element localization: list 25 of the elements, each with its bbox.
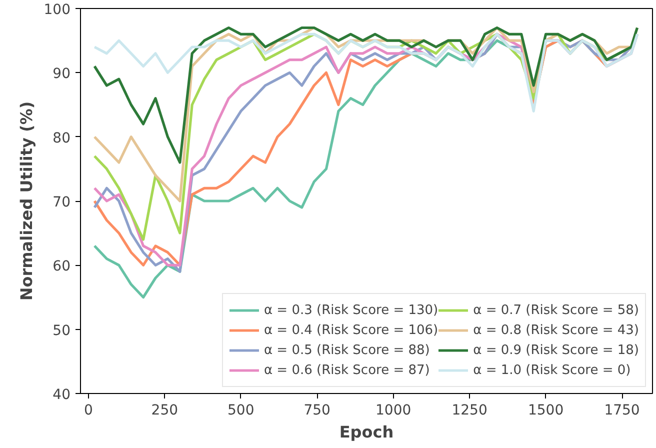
x-tick-label: 1500: [528, 402, 564, 418]
x-axis-title: Epoch: [339, 422, 394, 442]
legend-label: α = 0.6 (Risk Score = 87): [264, 362, 430, 378]
x-tick-label: 750: [304, 402, 330, 418]
y-tick-label: 80: [52, 130, 71, 146]
legend-label: α = 0.9 (Risk Score = 18): [473, 342, 639, 358]
x-tick-label: 1000: [376, 402, 412, 418]
y-tick-label: 90: [52, 66, 71, 82]
legend-label: α = 0.7 (Risk Score = 58): [473, 302, 639, 318]
x-tick-label: 0: [84, 402, 93, 418]
x-tick-label: 1750: [604, 402, 640, 418]
legend-label: α = 0.4 (Risk Score = 106): [264, 322, 438, 338]
y-tick-label: 60: [52, 258, 71, 275]
y-tick-label: 40: [52, 387, 71, 403]
y-axis-title: Normalized Utility (%): [16, 101, 36, 301]
x-tick-label: 250: [151, 402, 178, 418]
legend-label: α = 0.8 (Risk Score = 43): [473, 322, 639, 338]
legend-label: α = 0.5 (Risk Score = 88): [264, 342, 430, 358]
y-tick-label: 50: [52, 322, 71, 339]
y-tick-label: 100: [44, 2, 71, 18]
y-tick-label: 70: [52, 194, 71, 210]
legend-label: α = 0.3 (Risk Score = 130): [264, 302, 438, 318]
legend-label: α = 1.0 (Risk Score = 0): [473, 362, 631, 378]
x-tick-label: 1250: [452, 402, 488, 418]
x-tick-label: 500: [228, 402, 254, 418]
